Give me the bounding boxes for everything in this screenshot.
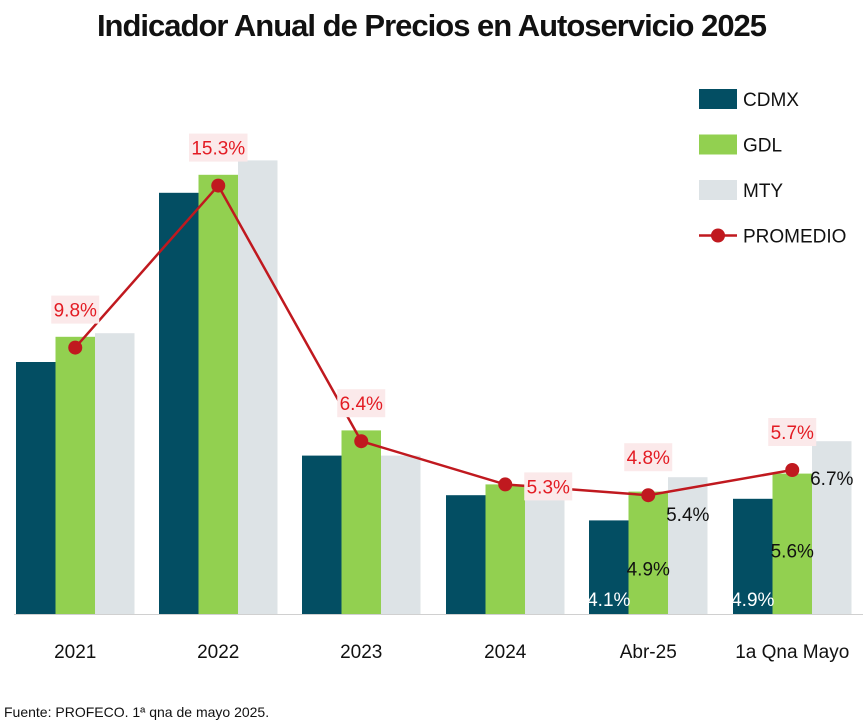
chart-title: Indicador Anual de Precios en Autoservic… (96, 8, 767, 43)
bar-mty (812, 441, 852, 614)
average-marker (641, 488, 656, 503)
legend-label: GDL (743, 136, 782, 157)
bar-mty (95, 333, 135, 614)
x-tick-label: 2022 (197, 642, 239, 663)
average-label: 6.4% (340, 394, 383, 415)
value-label: 4.9% (627, 560, 670, 581)
bar-mty (525, 491, 565, 614)
average-marker (211, 178, 226, 193)
average-label-box (524, 472, 573, 501)
average-marker (354, 434, 369, 449)
legend-marker (711, 228, 725, 243)
bar-gdl (341, 430, 381, 614)
bar-mty (668, 477, 708, 614)
average-label: 5.3% (527, 477, 570, 498)
value-label: 4.9% (731, 590, 774, 611)
average-label-box (189, 133, 248, 162)
bar-gdl (485, 484, 525, 614)
value-label: 5.6% (771, 542, 814, 563)
x-tick-label: 2021 (54, 642, 96, 663)
legend-swatch (699, 134, 737, 155)
bar-cdmx (446, 495, 486, 614)
value-label: 5.4% (666, 505, 709, 526)
source-note: Fuente: PROFECO. 1ª qna de mayo 2025. (4, 704, 270, 720)
average-label-box (337, 389, 386, 418)
bar-mty (381, 455, 421, 614)
value-label: 4.1% (587, 590, 630, 611)
legend-label: MTY (743, 181, 783, 202)
average-label: 4.8% (627, 448, 670, 469)
bar-cdmx (159, 192, 199, 615)
average-line (74, 183, 793, 497)
average-label: 9.8% (54, 301, 97, 322)
bar-gdl (55, 336, 95, 614)
average-label-box (51, 295, 100, 324)
average-marker (498, 477, 513, 492)
bar-gdl (198, 174, 238, 615)
bar-gdl (772, 473, 812, 614)
bar-cdmx (302, 455, 342, 614)
average-label: 5.7% (771, 423, 814, 444)
average-label-box (768, 418, 817, 446)
average-label-box (624, 443, 673, 472)
legend-label: PROMEDIO (743, 227, 846, 248)
bar-cdmx (589, 520, 629, 614)
legend-label: CDMX (743, 90, 799, 111)
bar-mty (238, 160, 278, 614)
legend-swatch (699, 89, 737, 109)
average-marker (785, 463, 800, 477)
average-label: 15.3% (191, 139, 245, 160)
bar-cdmx (733, 498, 773, 614)
x-tick-label: 1a Qna Mayo (735, 642, 849, 663)
average-marker (68, 340, 83, 355)
x-tick-label: 2023 (340, 642, 382, 663)
bar-gdl (628, 491, 668, 614)
legend-swatch (699, 180, 737, 200)
value-label: 6.7% (810, 469, 853, 490)
x-tick-label: Abr-25 (620, 642, 677, 663)
x-tick-label: 2024 (484, 642, 527, 663)
bar-cdmx (16, 362, 56, 614)
